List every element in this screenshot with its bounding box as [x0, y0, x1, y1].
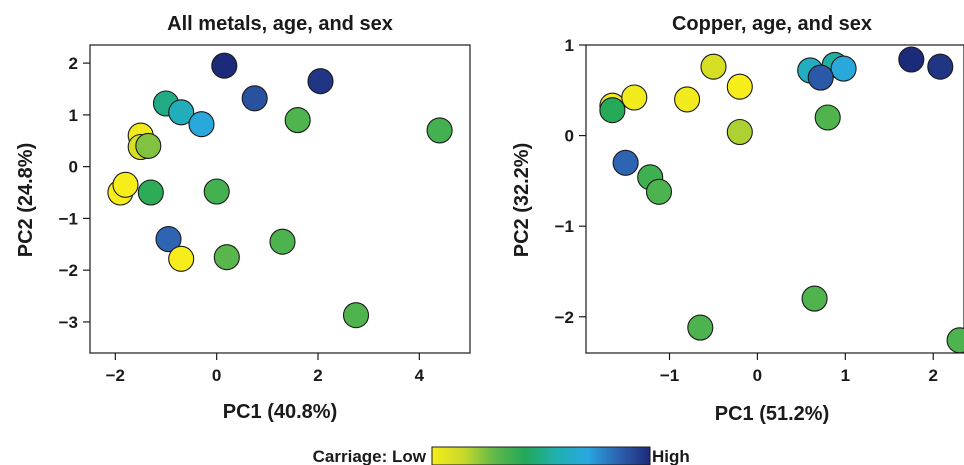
right-y-tick-label: −2 — [555, 308, 574, 327]
left-scatter-point — [155, 226, 182, 253]
left-scatter-point — [342, 302, 370, 329]
left-scatter-point — [203, 178, 230, 205]
left-points — [107, 52, 453, 329]
left-x-tick-label: 0 — [212, 366, 221, 385]
left-scatter-point — [241, 85, 268, 112]
right-panel: Copper, age, and sex −1 0 1 2 −2 −1 0 1 PC1 (5… — [511, 13, 964, 425]
right-scatter-point — [814, 104, 841, 131]
left-y-tick-label: 0 — [69, 158, 78, 177]
right-x-axis-label: PC1 (51.2%) — [715, 403, 830, 425]
left-y-tick-label: 2 — [69, 54, 78, 73]
right-y-tick-label: 0 — [565, 127, 574, 146]
right-x-tick-label: 2 — [928, 366, 937, 385]
right-scatter-point — [599, 97, 626, 124]
left-y-tick-label: −2 — [59, 261, 78, 280]
right-scatter-point — [612, 149, 639, 176]
left-y-ticks: −3 −2 −1 0 1 2 — [59, 54, 90, 332]
left-scatter-point — [112, 171, 139, 198]
right-x-tick-label: −1 — [660, 366, 679, 385]
right-scatter-point — [687, 314, 714, 341]
left-scatter-point — [284, 107, 311, 134]
right-y-ticks: −2 −1 0 1 — [555, 36, 586, 327]
left-plot-frame — [89, 44, 471, 354]
right-plot-frame — [585, 44, 964, 354]
left-scatter-point — [168, 245, 195, 272]
right-scatter-point — [645, 178, 673, 205]
left-scatter-point — [211, 52, 238, 79]
right-chart-title: Copper, age, and sex — [672, 13, 872, 35]
left-chart-title: All metals, age, and sex — [167, 13, 393, 35]
left-scatter-point — [307, 68, 334, 95]
left-panel: All metals, age, and sex −2 0 2 4 −3 −2 −1 0 1 2… — [15, 13, 471, 423]
left-y-tick-label: 1 — [69, 106, 78, 125]
left-x-tick-label: −2 — [106, 366, 125, 385]
left-scatter-point — [269, 228, 296, 255]
carriage-legend: Carriage: Low High — [313, 446, 690, 465]
right-scatter-point — [801, 285, 828, 312]
left-scatter-point — [426, 117, 453, 144]
right-scatter-point — [946, 327, 964, 354]
left-x-tick-label: 2 — [313, 366, 322, 385]
right-scatter-point — [674, 86, 701, 113]
right-x-ticks: −1 0 1 2 — [660, 353, 938, 385]
left-scatter-point — [168, 99, 195, 126]
left-y-tick-label: −3 — [59, 313, 78, 332]
left-scatter-point — [188, 111, 215, 138]
left-scatter-point — [137, 179, 164, 206]
legend-colorbar — [431, 446, 651, 465]
left-y-axis-label: PC2 (24.8%) — [15, 143, 37, 258]
right-x-tick-label: 1 — [841, 366, 850, 385]
left-scatter-point — [135, 132, 162, 159]
right-scatter-point — [621, 84, 648, 111]
right-scatter-point — [807, 64, 834, 91]
right-scatter-point — [726, 73, 753, 100]
right-points — [599, 46, 964, 354]
left-scatter-point — [213, 244, 240, 271]
right-scatter-point — [830, 55, 857, 82]
right-scatter-point — [726, 118, 753, 146]
left-y-tick-label: −1 — [59, 209, 78, 228]
right-scatter-point — [927, 53, 954, 80]
left-x-ticks: −2 0 2 4 — [106, 353, 425, 385]
right-y-tick-label: 1 — [565, 36, 574, 55]
right-y-axis-label: PC2 (32.2%) — [511, 143, 533, 258]
right-x-tick-label: 0 — [753, 366, 762, 385]
right-scatter-point — [700, 53, 727, 80]
left-x-tick-label: 4 — [415, 366, 425, 385]
right-y-tick-label: −1 — [555, 217, 574, 236]
left-x-axis-label: PC1 (40.8%) — [223, 401, 338, 423]
legend-low-label: Carriage: Low — [313, 447, 427, 465]
right-scatter-point — [898, 46, 925, 73]
legend-high-label: High — [652, 447, 690, 465]
